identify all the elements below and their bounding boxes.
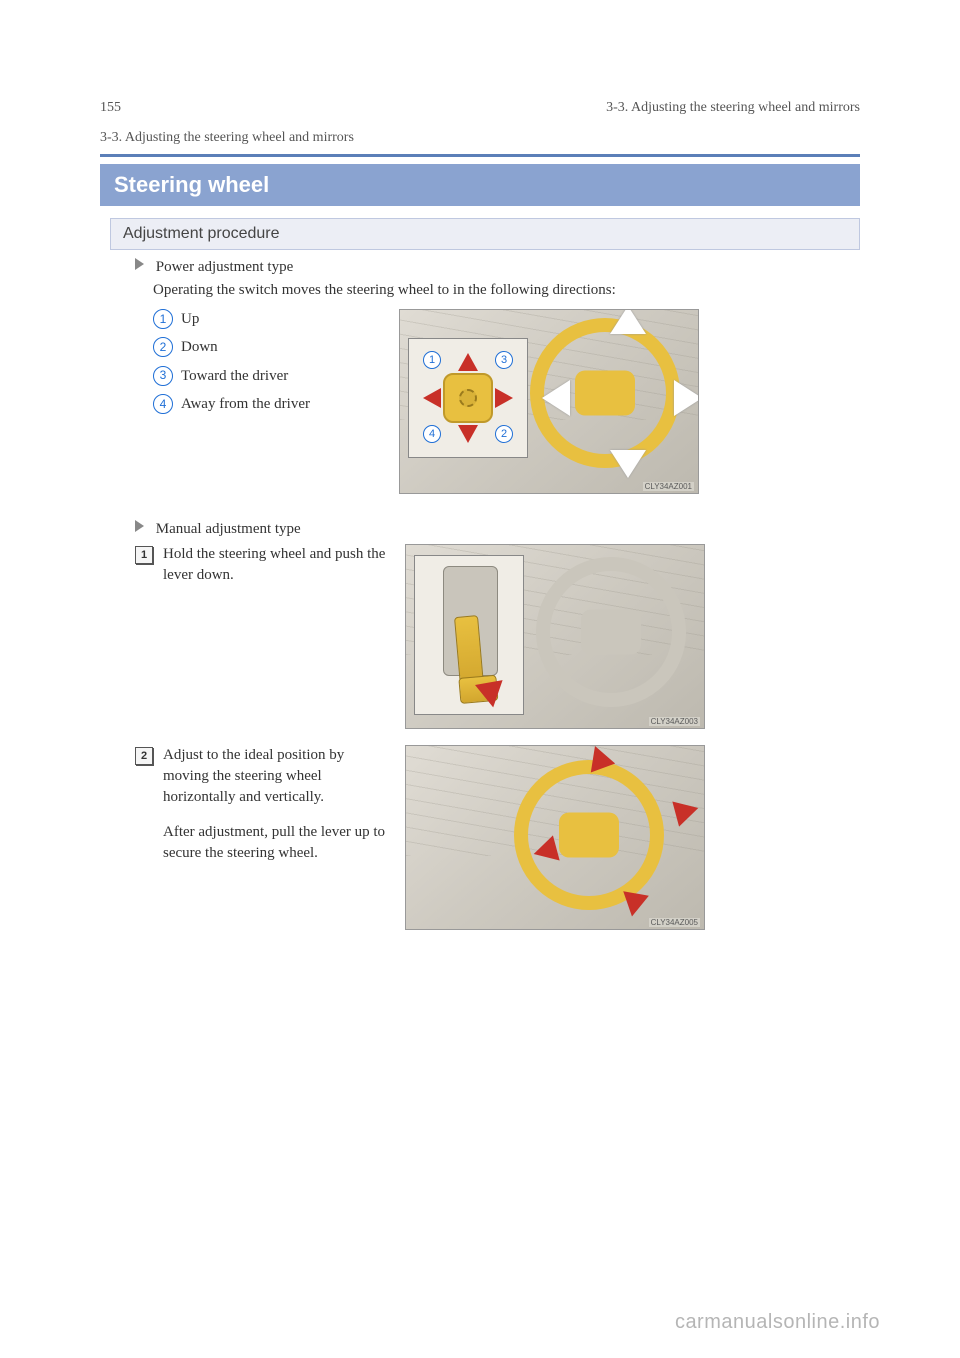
section-rule: [100, 154, 860, 157]
section-label: 3-3. Adjusting the steering wheel and mi…: [100, 130, 354, 146]
triangle-bullet-icon: [135, 258, 144, 270]
red-arrow-left-icon: [423, 388, 441, 408]
step-text: Adjust to the ideal position by moving t…: [163, 745, 393, 808]
callout-4: 4: [423, 425, 441, 443]
direction-list: 1 Up 2 Down 3 Toward the driver 4 Away f…: [153, 309, 383, 414]
direction-text: Away from the driver: [181, 394, 310, 414]
circled-number-icon: 2: [153, 337, 173, 357]
page-header: 155 3-3. Adjusting the steering wheel an…: [100, 100, 860, 116]
switch-inset: 1 2 3 4: [408, 338, 528, 458]
callout-1: 1: [423, 351, 441, 369]
adjust-switch-icon: [443, 373, 493, 423]
manual-variant-label: Manual adjustment type: [135, 520, 860, 538]
manual-step-row: 1 Hold the steering wheel and push the l…: [135, 544, 860, 729]
power-variant-text: Power adjustment type: [156, 259, 293, 275]
direction-item: 2 Down: [153, 337, 383, 357]
steering-wheel-icon: [514, 760, 664, 910]
red-arrow-up-icon: [458, 353, 478, 371]
manual-variant-text: Manual adjustment type: [156, 521, 301, 537]
direction-text: Up: [181, 309, 199, 329]
step-item: 2 Adjust to the ideal position by moving…: [135, 745, 393, 808]
step-text: Hold the steering wheel and push the lev…: [163, 544, 393, 586]
callout-2: 2: [495, 425, 513, 443]
circled-number-icon: 3: [153, 366, 173, 386]
steering-wheel-icon: [536, 557, 686, 707]
power-adjust-figure: 1 2 3 4 CLY34AZ001: [399, 309, 699, 494]
power-row: 1 Up 2 Down 3 Toward the driver 4 Away f…: [153, 309, 860, 494]
red-arrow-down-icon: [458, 425, 478, 443]
content-area: Power adjustment type Operating the swit…: [135, 258, 860, 956]
circled-number-icon: 1: [153, 309, 173, 329]
lever-inset: [414, 555, 524, 715]
red-arrow-down-icon: [619, 891, 649, 919]
direction-item: 4 Away from the driver: [153, 394, 383, 414]
manual-step-2: 2 Adjust to the ideal position by moving…: [135, 745, 393, 864]
switch-knob: [459, 389, 477, 407]
triangle-bullet-icon: [135, 520, 144, 532]
direction-text: Down: [181, 337, 218, 357]
figure-code: CLY34AZ005: [649, 918, 700, 927]
step-after-text: After adjustment, pull the lever up to s…: [163, 822, 393, 864]
power-variant-label: Power adjustment type: [135, 258, 860, 276]
adjust-position-figure: CLY34AZ005: [405, 745, 705, 930]
power-list-col: 1 Up 2 Down 3 Toward the driver 4 Away f…: [153, 309, 383, 422]
direction-item: 3 Toward the driver: [153, 366, 383, 386]
manual-step-1: 1 Hold the steering wheel and push the l…: [135, 544, 393, 586]
subsection-title: Adjustment procedure: [110, 218, 860, 250]
step-number-box: 2: [135, 747, 153, 765]
figure-code: CLY34AZ003: [649, 717, 700, 726]
arrow-right-icon: [674, 380, 699, 416]
arrow-down-icon: [610, 450, 646, 478]
power-figure-col: 1 2 3 4 CLY34AZ001: [399, 309, 699, 494]
red-arrow-down-icon: [475, 680, 507, 710]
arrow-up-icon: [610, 309, 646, 334]
breadcrumb: 3-3. Adjusting the steering wheel and mi…: [606, 100, 860, 116]
wheel-hub: [575, 371, 635, 416]
power-intro: Operating the switch moves the steering …: [153, 282, 860, 299]
step-number-box: 1: [135, 546, 153, 564]
manual-page: 155 3-3. Adjusting the steering wheel an…: [0, 0, 960, 1358]
lever-down-figure: CLY34AZ003: [405, 544, 705, 729]
wheel-hub: [559, 813, 619, 858]
callout-3: 3: [495, 351, 513, 369]
red-arrow-right-icon: [495, 388, 513, 408]
direction-item: 1 Up: [153, 309, 383, 329]
arrow-left-icon: [542, 380, 570, 416]
figure-code: CLY34AZ001: [643, 482, 694, 491]
manual-figure-1-col: CLY34AZ003: [405, 544, 705, 729]
direction-text: Toward the driver: [181, 366, 288, 386]
watermark: carmanualsonline.info: [675, 1311, 880, 1334]
manual-figure-2-col: CLY34AZ005: [405, 745, 705, 930]
page-title: Steering wheel: [100, 164, 860, 206]
circled-number-icon: 4: [153, 394, 173, 414]
page-number: 155: [100, 100, 121, 116]
manual-step-row: 2 Adjust to the ideal position by moving…: [135, 745, 860, 930]
wheel-hub: [581, 610, 641, 655]
